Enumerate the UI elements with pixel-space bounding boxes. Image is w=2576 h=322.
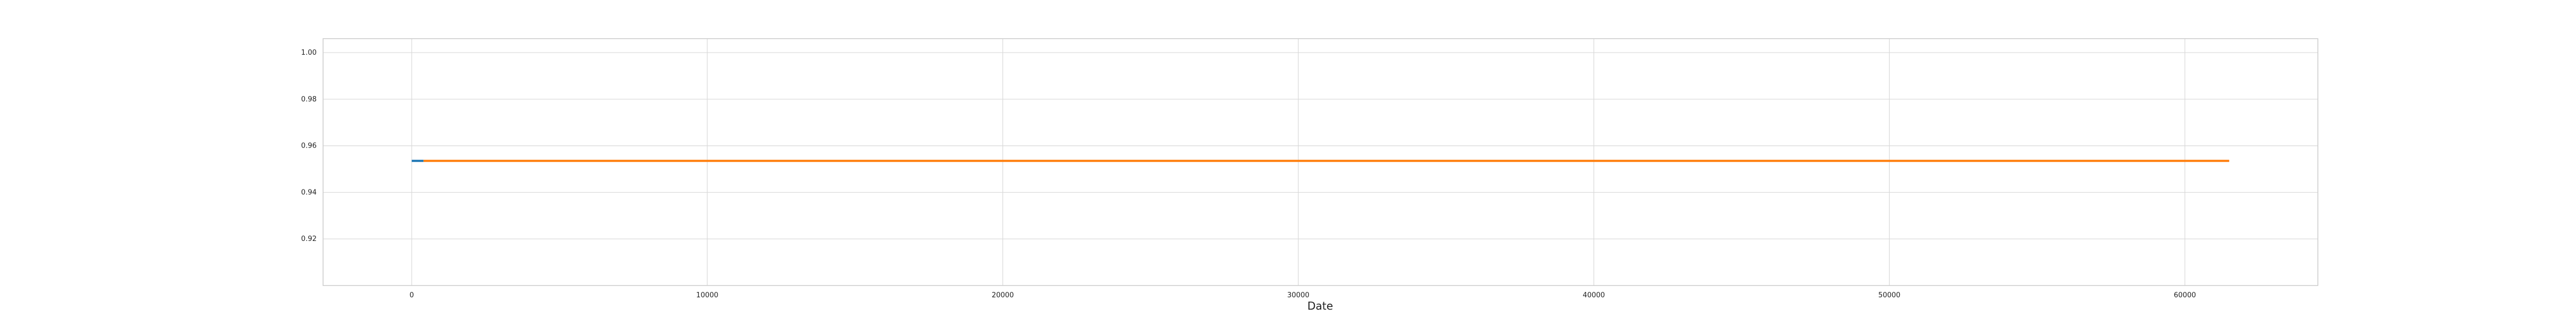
y-tick-label: 0.92 bbox=[301, 235, 317, 243]
x-tick-labels: 0 10000 20000 30000 40000 50000 60000 bbox=[409, 291, 2196, 299]
x-tick-label: 30000 bbox=[1287, 291, 1309, 299]
x-tick-label: 10000 bbox=[696, 291, 718, 299]
x-tick-label: 40000 bbox=[1583, 291, 1605, 299]
x-tick-label: 50000 bbox=[1878, 291, 1900, 299]
x-tick-label: 20000 bbox=[992, 291, 1014, 299]
y-tick-label: 0.98 bbox=[301, 96, 317, 104]
x-tick-label: 0 bbox=[409, 291, 414, 299]
y-tick-label: 0.96 bbox=[301, 142, 317, 150]
y-tick-label: 0.94 bbox=[301, 188, 317, 196]
grid-lines bbox=[323, 39, 2318, 286]
y-tick-labels: 0.92 0.94 0.96 0.98 1.00 bbox=[301, 49, 317, 243]
plot-border bbox=[323, 38, 2318, 286]
y-tick-label: 1.00 bbox=[301, 49, 317, 57]
plot-area bbox=[323, 39, 2318, 286]
x-axis-title: Date bbox=[1307, 299, 1333, 312]
x-tick-label: 60000 bbox=[2174, 291, 2196, 299]
